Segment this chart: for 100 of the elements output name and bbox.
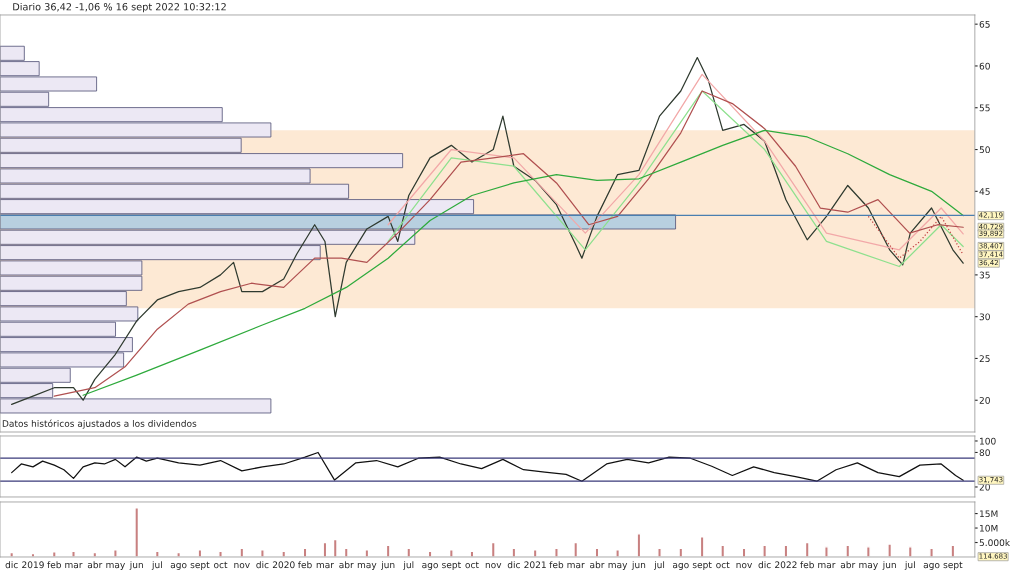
x-tick-label: jul bbox=[653, 561, 665, 570]
bar bbox=[511, 547, 517, 557]
bar bbox=[448, 549, 454, 557]
x-tick-label: mar bbox=[316, 562, 334, 569]
y-tick-label: 55 bbox=[979, 104, 990, 112]
x-tick-label: jun bbox=[381, 561, 395, 570]
line-series bbox=[387, 90, 964, 268]
line-series bbox=[82, 129, 964, 396]
y-tick-label: 20 bbox=[979, 483, 990, 491]
bar bbox=[364, 549, 370, 557]
bar bbox=[532, 549, 538, 557]
x-tick-label: nov bbox=[485, 562, 502, 569]
x-tick-label: jul bbox=[403, 561, 414, 570]
bar bbox=[887, 543, 893, 557]
bar bbox=[720, 544, 726, 557]
x-tick-label: ago bbox=[923, 562, 940, 570]
bar bbox=[51, 551, 57, 557]
bar bbox=[573, 541, 579, 557]
bar bbox=[824, 546, 829, 557]
x-tick-label: abr bbox=[87, 561, 103, 569]
bar bbox=[615, 549, 621, 557]
x-tick-label: oct bbox=[716, 561, 730, 569]
x-tick-label: ago bbox=[672, 562, 689, 570]
line-series bbox=[53, 90, 964, 397]
x-tick-label: nov bbox=[736, 562, 753, 569]
bar bbox=[343, 547, 349, 557]
x-tick-label: sept bbox=[692, 561, 712, 570]
x-tick-label: abr bbox=[590, 561, 605, 569]
bar bbox=[636, 533, 642, 557]
bar bbox=[113, 549, 118, 557]
x-tick-label: jul bbox=[151, 561, 162, 570]
bar bbox=[929, 547, 934, 557]
x-tick-label: dic bbox=[5, 561, 18, 569]
x-tick-label: sept bbox=[190, 561, 210, 570]
x-tick-label: abr bbox=[339, 561, 354, 569]
x-tick-label: may bbox=[608, 562, 628, 570]
y-tick-label: 20 bbox=[979, 396, 990, 404]
bar bbox=[134, 507, 140, 557]
bar bbox=[804, 541, 810, 557]
bar bbox=[678, 547, 684, 557]
line-series bbox=[387, 73, 964, 251]
x-tick-label: mar bbox=[567, 562, 585, 569]
bar bbox=[657, 547, 662, 557]
bar bbox=[950, 544, 956, 557]
y-tick-label: 15M bbox=[980, 510, 998, 518]
annotation: Datos históricos ajustados a los dividendos bbox=[2, 419, 197, 429]
x-tick-label: 2021 bbox=[524, 561, 546, 569]
y-tick-label: 30 bbox=[979, 313, 990, 321]
x-tick-label: feb bbox=[549, 561, 564, 569]
y-tick-label: 80 bbox=[979, 449, 990, 457]
x-tick-label: mar bbox=[818, 562, 836, 569]
y-tick-label: 100 bbox=[980, 437, 996, 445]
x-tick-label: oct bbox=[214, 561, 228, 569]
x-tick-label: jun bbox=[631, 561, 646, 570]
line-series bbox=[11, 56, 964, 406]
x-tick-label: feb bbox=[47, 561, 62, 569]
y-tick-label: 5.000k bbox=[979, 539, 1011, 547]
bar bbox=[332, 538, 338, 557]
x-tick-label: jun bbox=[129, 561, 143, 570]
y-tick-label: 35 bbox=[979, 271, 990, 279]
x-tick-label: sept bbox=[943, 561, 963, 570]
x-tick-label: dic bbox=[256, 561, 269, 569]
bar bbox=[406, 547, 412, 557]
x-tick-label: oct bbox=[465, 561, 479, 569]
y-tick-label: 45 bbox=[979, 188, 990, 195]
x-tick-label: jul bbox=[904, 561, 915, 570]
x-tick-label: dic bbox=[507, 561, 520, 569]
y-tick-label: 50 bbox=[979, 146, 990, 154]
bar bbox=[239, 547, 245, 557]
x-tick-label: ago bbox=[422, 562, 438, 570]
y-tick-label: 10M bbox=[980, 524, 998, 532]
bar bbox=[385, 544, 391, 557]
x-tick-label: feb bbox=[800, 561, 814, 569]
x-tick-label: may bbox=[106, 562, 125, 570]
bar bbox=[865, 546, 871, 557]
y-tick-label: 25 bbox=[979, 355, 990, 363]
x-tick-label: dic bbox=[758, 561, 771, 569]
x-tick-label: nov bbox=[234, 562, 250, 569]
bar bbox=[845, 544, 851, 557]
bar bbox=[490, 541, 496, 557]
y-tick-label: 65 bbox=[979, 20, 990, 28]
x-tick-label: feb bbox=[298, 561, 312, 569]
bar bbox=[762, 544, 768, 557]
y-tick-label: 60 bbox=[979, 62, 990, 70]
line-series bbox=[867, 215, 964, 259]
x-tick-label: 2020 bbox=[272, 561, 295, 569]
x-tick-label: may bbox=[357, 562, 377, 570]
line-series bbox=[11, 451, 964, 482]
x-tick-label: jun bbox=[882, 561, 896, 570]
x-tick-label: mar bbox=[65, 562, 83, 569]
x-tick-label: ago bbox=[170, 562, 187, 570]
bar bbox=[554, 547, 559, 557]
bar bbox=[699, 536, 705, 557]
bar bbox=[260, 549, 265, 557]
x-tick-label: abr bbox=[840, 561, 856, 569]
x-tick-label: may bbox=[859, 562, 878, 570]
x-tick-label: sept bbox=[442, 561, 461, 570]
bar bbox=[907, 546, 913, 557]
chart-title: Diario 36,42 -1,06 % 16 sept 2022 10:32:12 bbox=[13, 2, 226, 13]
x-tick-label: 2022 bbox=[775, 561, 797, 569]
